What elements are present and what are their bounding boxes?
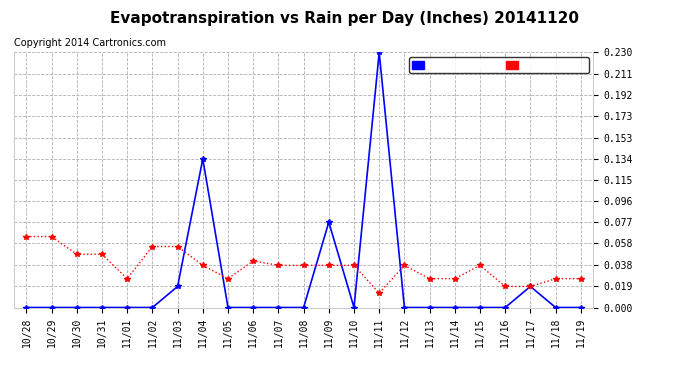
- Text: Evapotranspiration vs Rain per Day (Inches) 20141120: Evapotranspiration vs Rain per Day (Inch…: [110, 11, 580, 26]
- Text: Copyright 2014 Cartronics.com: Copyright 2014 Cartronics.com: [14, 38, 166, 48]
- Legend: Rain  (Inches), ET  (Inches): Rain (Inches), ET (Inches): [409, 57, 589, 73]
